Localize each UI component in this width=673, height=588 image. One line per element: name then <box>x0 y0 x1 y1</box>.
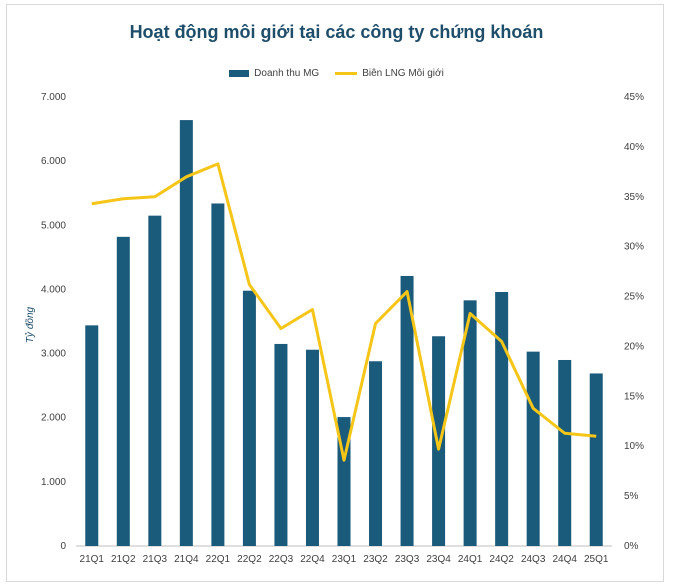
y-right-tick-label: 45% <box>624 92 644 103</box>
y-right-tick-label: 25% <box>624 292 644 303</box>
x-tick-label: 22Q3 <box>269 554 294 565</box>
bar <box>85 325 99 546</box>
x-tick-label: 21Q3 <box>143 554 168 565</box>
y-left-tick-label: 7.000 <box>41 92 66 103</box>
bar <box>305 349 319 546</box>
legend-swatch-bar <box>229 70 250 77</box>
y-right-tick-label: 40% <box>624 142 644 153</box>
x-tick-label: 22Q2 <box>237 554 262 565</box>
y-left-tick-label: 6.000 <box>41 156 66 167</box>
bar <box>211 203 225 546</box>
x-tick-label: 21Q4 <box>174 554 199 565</box>
bar <box>369 361 383 546</box>
x-tick-label: 21Q2 <box>111 554 136 565</box>
y-right-tick-label: 10% <box>624 441 644 452</box>
y-left-tick-label: 5.000 <box>41 220 66 231</box>
y-right-tick-label: 30% <box>624 242 644 253</box>
y-right-tick-label: 0% <box>624 541 639 552</box>
bar <box>558 359 572 546</box>
bar <box>242 290 256 546</box>
bar <box>463 300 477 546</box>
y-right-tick-label: 15% <box>624 391 644 402</box>
y-left-tick-label: 4.000 <box>41 284 66 295</box>
chart-legend: Doanh thu MG Biên LNG Môi giới <box>0 68 673 79</box>
bar <box>179 120 193 546</box>
legend-swatch-line <box>335 72 358 75</box>
chart-title: Hoạt động môi giới tại các công ty chứng… <box>129 22 544 42</box>
legend-label-revenue: Doanh thu MG <box>254 68 320 79</box>
bar <box>589 373 603 546</box>
legend-item-margin: Biên LNG Môi giới <box>335 68 444 79</box>
y-left-tick-label: 3.000 <box>41 349 66 360</box>
bar <box>116 236 130 546</box>
bar <box>495 291 509 546</box>
bar <box>432 336 446 546</box>
x-tick-label: 23Q2 <box>363 554 388 565</box>
chart-frame <box>6 4 664 582</box>
y-axis-title: Tỷ đồng <box>24 306 36 343</box>
bar <box>274 343 288 546</box>
y-right-tick-label: 35% <box>624 192 644 203</box>
x-tick-label: 24Q2 <box>489 554 514 565</box>
legend-label-margin: Biên LNG Môi giới <box>362 68 444 79</box>
bar <box>400 275 414 546</box>
y-left-tick-label: 1.000 <box>41 477 66 488</box>
y-left-tick-label: 2.000 <box>41 413 66 424</box>
x-tick-label: 24Q3 <box>521 554 546 565</box>
y-right-tick-label: 5% <box>624 491 639 502</box>
bar <box>148 215 162 546</box>
x-tick-label: 24Q1 <box>458 554 483 565</box>
y-left-tick-label: 0 <box>60 541 66 552</box>
bar <box>526 351 540 546</box>
x-tick-label: 22Q4 <box>300 554 325 565</box>
x-tick-label: 23Q3 <box>395 554 420 565</box>
x-tick-label: 21Q1 <box>80 554 105 565</box>
x-tick-label: 22Q1 <box>206 554 231 565</box>
x-tick-label: 23Q4 <box>426 554 451 565</box>
x-tick-label: 25Q1 <box>584 554 609 565</box>
y-right-tick-label: 20% <box>624 341 644 352</box>
series-line-margin <box>91 162 597 462</box>
x-tick-label: 23Q1 <box>332 554 357 565</box>
x-tick-label: 24Q4 <box>552 554 577 565</box>
legend-item-revenue: Doanh thu MG <box>229 68 319 79</box>
